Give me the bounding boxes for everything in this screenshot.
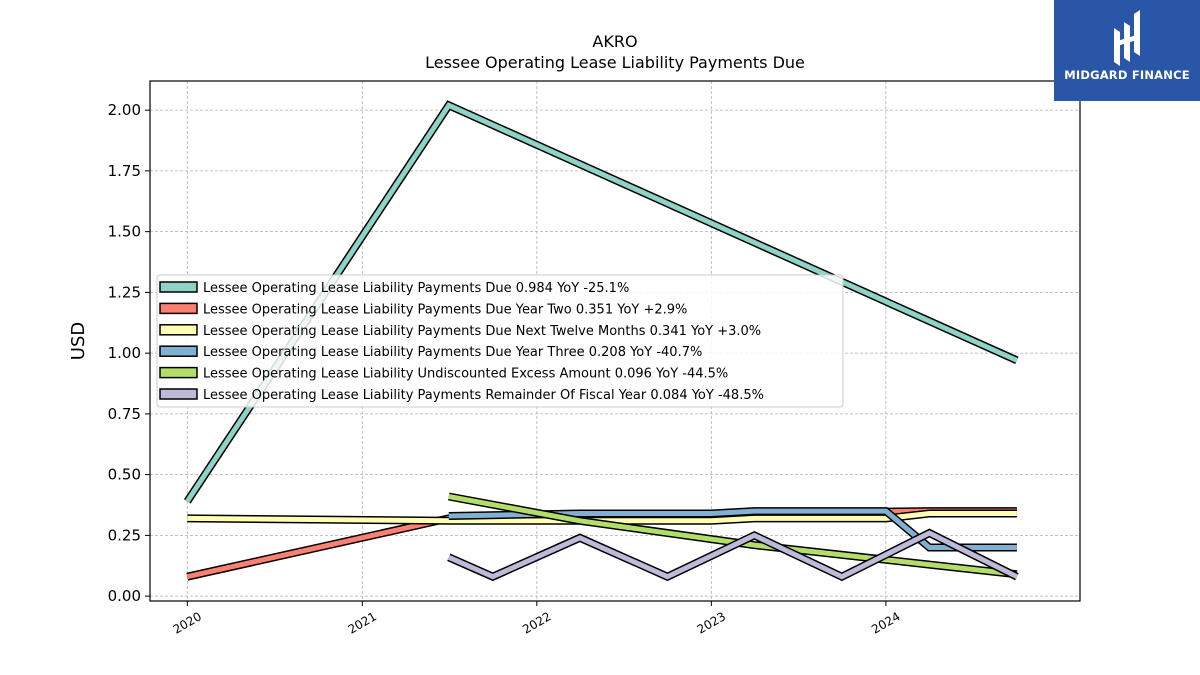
brand-name: MIDGARD FINANCE <box>1064 68 1190 82</box>
x-tick-label: 2021 <box>346 609 379 636</box>
y-axis-label: USD <box>68 322 89 360</box>
legend-label: Lessee Operating Lease Liability Undisco… <box>203 367 728 382</box>
x-tick-label: 2024 <box>869 609 902 636</box>
brand-logo: MIDGARD FINANCE <box>1054 0 1200 101</box>
x-tick-label: 2020 <box>171 609 204 636</box>
legend-label: Lessee Operating Lease Liability Payment… <box>203 281 629 296</box>
chart-legend: Lessee Operating Lease Liability Payment… <box>156 274 844 408</box>
series-line-3 <box>187 509 1017 525</box>
x-tick-label: 2022 <box>520 609 553 636</box>
legend-swatch <box>159 388 198 400</box>
series-line-fill <box>448 494 1018 577</box>
legend-swatch <box>159 324 198 336</box>
legend-label: Lessee Operating Lease Liability Payment… <box>203 302 687 317</box>
series-line-fill <box>447 530 1019 580</box>
chart-title: AKRO <box>592 32 637 51</box>
y-tick-label: 2.00 <box>108 101 141 119</box>
y-axis: 0.00 0.25 0.50 0.75 1.00 1.25 1.50 1.75 2.00 <box>108 101 150 605</box>
y-tick-label: 0.00 <box>108 587 141 605</box>
legend-swatch <box>159 281 198 293</box>
y-tick-label: 1.50 <box>108 223 141 241</box>
legend-label: Lessee Operating Lease Liability Payment… <box>203 345 702 360</box>
legend-swatch <box>159 366 198 379</box>
series-line-5 <box>448 492 1018 579</box>
series-line-4 <box>448 507 1017 552</box>
y-tick-label: 1.00 <box>108 344 141 362</box>
midgard-logo-icon <box>1114 10 1140 66</box>
y-tick-label: 0.75 <box>108 405 141 423</box>
y-tick-label: 0.50 <box>108 466 141 484</box>
y-tick-label: 0.25 <box>108 526 141 544</box>
legend-swatch <box>159 345 198 357</box>
legend-label: Lessee Operating Lease Liability Payment… <box>203 324 761 339</box>
legend-box <box>156 274 844 408</box>
plot-frame <box>149 80 1081 602</box>
series-line-fill <box>448 508 1017 550</box>
legend-swatch <box>159 302 198 315</box>
x-axis: 2020 2021 2022 2023 2024 <box>171 601 903 637</box>
legend-label: Lessee Operating Lease Liability Payment… <box>203 388 764 403</box>
chart-subtitle: Lessee Operating Lease Liability Payment… <box>425 53 805 72</box>
y-tick-label: 1.25 <box>108 283 141 301</box>
series-line-fill <box>187 511 1017 524</box>
series-line-6 <box>447 528 1019 582</box>
y-tick-label: 1.75 <box>108 162 141 180</box>
x-tick-label: 2023 <box>695 609 728 636</box>
